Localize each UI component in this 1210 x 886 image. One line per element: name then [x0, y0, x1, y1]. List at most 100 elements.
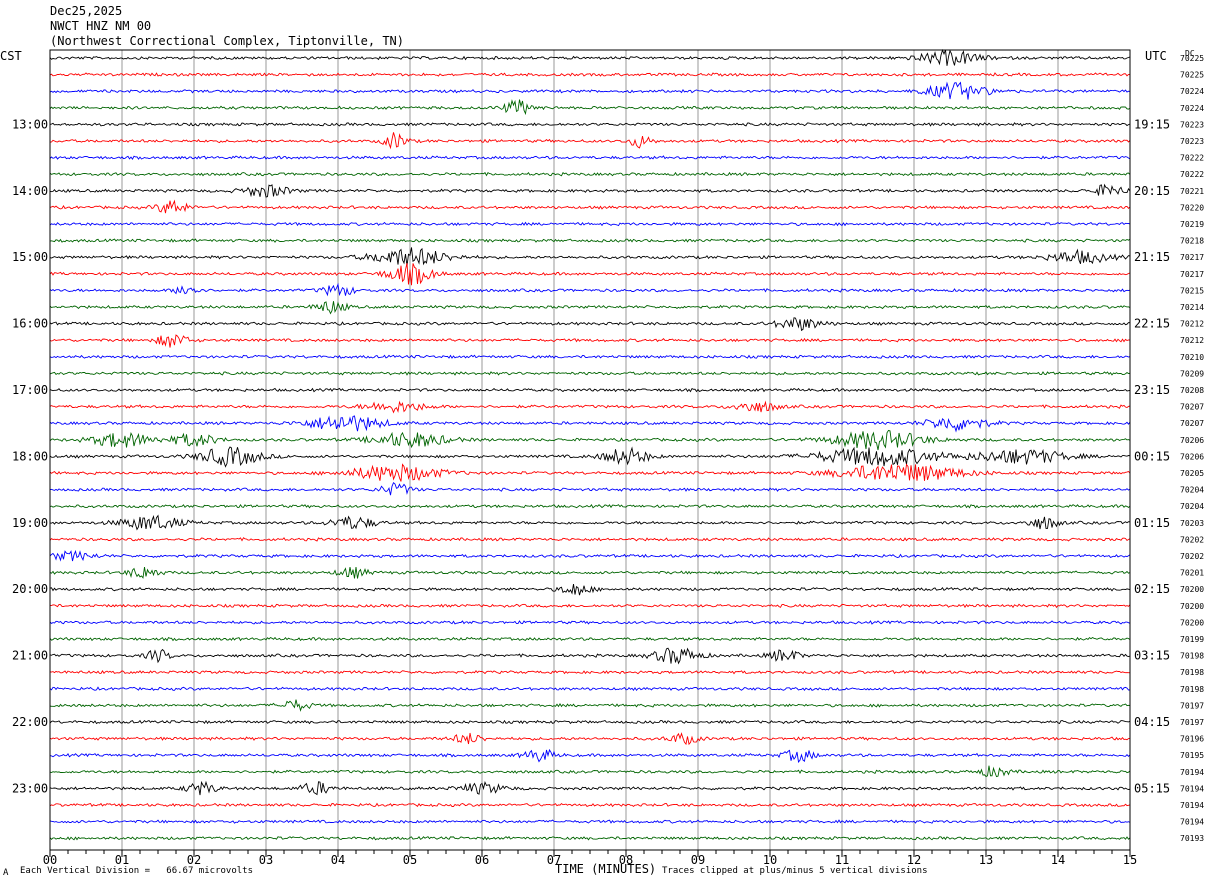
trace-line	[49, 72, 1130, 77]
x-tick-label: 14	[1051, 853, 1065, 867]
dc-offset-label: 70204	[1180, 486, 1204, 495]
right-time-label: 03:15	[1134, 649, 1170, 663]
dc-offset-label: 70217	[1180, 270, 1204, 279]
dc-offset-label: 70224	[1180, 104, 1204, 113]
left-time-label: 21:00	[12, 649, 48, 663]
left-time-label: 13:00	[12, 117, 48, 131]
trace-line	[49, 765, 1131, 778]
trace-line	[49, 699, 1131, 712]
dc-offset-label: 70195	[1180, 751, 1204, 760]
dc-offset-label: 70199	[1180, 635, 1204, 644]
x-tick-label: 08	[619, 853, 633, 867]
right-time-label: 22:15	[1134, 317, 1170, 331]
right-time-label: 04:15	[1134, 715, 1170, 729]
trace-line	[49, 48, 1131, 66]
plot-grid	[121, 50, 1059, 850]
clip-note: Traces clipped at plus/minus 5 vertical …	[662, 866, 928, 876]
trace-line	[49, 503, 1131, 509]
dc-offset-label: 70197	[1180, 701, 1204, 710]
trace-line	[49, 199, 1131, 214]
right-time-label: 05:15	[1134, 781, 1170, 795]
left-time-label: 14:00	[12, 184, 48, 198]
trace-line	[49, 155, 1131, 160]
trace-line	[49, 567, 1131, 579]
dc-offset-label: 70205	[1180, 469, 1204, 478]
left-time-label: 20:00	[12, 582, 48, 596]
dc-offset-label: 70203	[1180, 519, 1204, 528]
left-time-label: 17:00	[12, 383, 48, 397]
trace-line	[49, 334, 1131, 348]
dc-offset-label: 70200	[1180, 618, 1204, 627]
x-tick-label: 03	[259, 853, 273, 867]
trace-line	[49, 371, 1131, 376]
right-time-label: 19:15	[1134, 117, 1170, 131]
left-time-label: 18:00	[12, 449, 48, 463]
trace-line	[49, 429, 1131, 451]
trace-line	[49, 183, 1131, 198]
seismic-traces	[49, 48, 1131, 841]
dc-offset-label: 70225	[1180, 71, 1204, 80]
trace-line	[49, 463, 1131, 482]
dc-offset-label: 70219	[1180, 220, 1204, 229]
trace-line	[49, 171, 1131, 177]
trace-line	[49, 686, 1131, 692]
left-time-label: 15:00	[12, 250, 48, 264]
dc-offset-label: 70217	[1180, 253, 1204, 262]
trace-line	[49, 549, 1131, 562]
dc-offset-label: 70206	[1180, 436, 1204, 445]
dc-offset-label: 70208	[1180, 386, 1204, 395]
left-time-label: 23:00	[12, 781, 48, 795]
trace-line	[49, 400, 1131, 414]
trace-line	[49, 446, 1131, 468]
trace-line	[49, 354, 1131, 360]
trace-line	[49, 732, 1131, 746]
trace-line	[49, 819, 1131, 824]
dc-offset-label: 70223	[1180, 120, 1204, 129]
dc-offset-label: 70200	[1180, 585, 1204, 594]
dc-offset-label: 70194	[1180, 818, 1204, 827]
dc-offset-label: 70212	[1180, 336, 1204, 345]
dc-offset-label: 70202	[1180, 535, 1204, 544]
trace-line	[49, 836, 1131, 841]
trace-line	[49, 122, 1131, 127]
dc-offset-label: 70207	[1180, 419, 1204, 428]
x-tick-label: 01	[115, 853, 129, 867]
dc-offset-label: 70194	[1180, 801, 1204, 810]
dc-offset-label: 70194	[1180, 768, 1204, 777]
trace-line	[49, 132, 1131, 150]
dc-offset-label: 70198	[1180, 652, 1204, 661]
x-tick-label: 15	[1123, 853, 1137, 867]
station-name: NWCT HNZ NM 00	[50, 19, 152, 33]
dc-offset-label: 70201	[1180, 569, 1204, 578]
scale-note: Each Vertical Division = 66.67 microvolt…	[20, 866, 253, 876]
dc-offset-label: 70212	[1180, 320, 1204, 329]
dc-offset-label: 70207	[1180, 403, 1204, 412]
trace-line	[49, 719, 1131, 725]
trace-line	[49, 748, 1131, 764]
plot-axes	[49, 49, 1131, 857]
dc-offset-label: 70209	[1180, 369, 1204, 378]
dc-offset-label: 70198	[1180, 685, 1204, 694]
trace-line	[49, 620, 1131, 625]
dc-offset-label: 70224	[1180, 87, 1204, 96]
dc-offset-label: 70225	[1180, 54, 1204, 63]
x-tick-label: 02	[187, 853, 201, 867]
trace-line	[49, 282, 1131, 297]
dc-offset-label: 70222	[1180, 154, 1204, 163]
trace-line	[49, 247, 1131, 267]
left-time-label: 22:00	[12, 715, 48, 729]
right-time-label: 21:15	[1134, 250, 1170, 264]
x-tick-label: 04	[331, 853, 345, 867]
trace-line	[49, 238, 1131, 243]
dc-offset-label: 70223	[1180, 137, 1204, 146]
trace-line	[49, 514, 1131, 531]
dc-offset-label: 70215	[1180, 286, 1204, 295]
trace-line	[49, 636, 1131, 642]
x-tick-label: 09	[691, 853, 705, 867]
x-tick-label: 11	[835, 853, 849, 867]
dc-offset-label: 70197	[1180, 718, 1204, 727]
plot-labels: 70225 70225 70224 70224 70223 70223 70222 70222…	[0, 49, 1204, 867]
left-time-label: 16:00	[12, 317, 48, 331]
dc-offset-label: 70202	[1180, 552, 1204, 561]
